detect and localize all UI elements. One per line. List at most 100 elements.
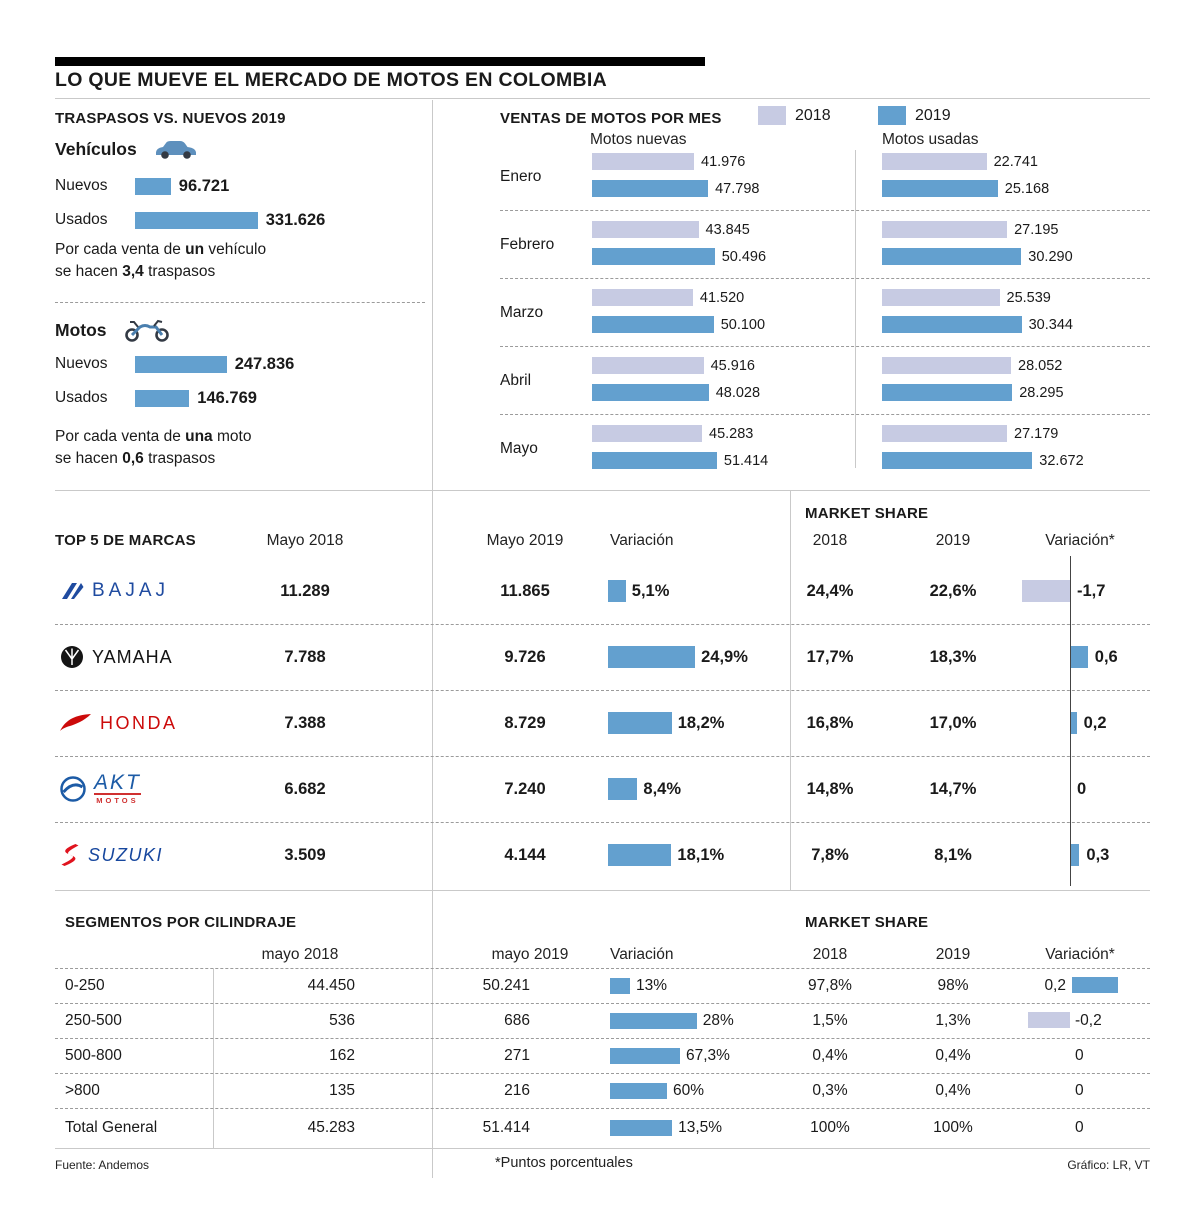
- brand-name: BAJAJ: [92, 580, 170, 601]
- bar-row-nuevas-2019: 51.414: [592, 452, 768, 469]
- variation-value: 18,2%: [677, 713, 725, 732]
- variation-bar: [610, 1120, 673, 1136]
- dashed-divider: [55, 624, 1150, 625]
- share-variation-value: -1,7: [1077, 581, 1106, 600]
- bar-2018: [592, 153, 694, 170]
- brand-name: YAMAHA: [92, 646, 173, 667]
- legend-2018: 2018: [758, 106, 831, 125]
- legend-2019-label: 2019: [915, 106, 951, 124]
- vehiculos-nuevos-row: Nuevos 96.721: [55, 176, 229, 196]
- source-note: Fuente: Andemos: [55, 1158, 150, 1172]
- note-text: se hacen: [55, 450, 123, 467]
- bar-row-usadas-2019: 30.290: [882, 248, 1073, 265]
- share-variation-value: 0: [1077, 779, 1087, 798]
- dashed-divider: [55, 1003, 1150, 1004]
- row-label: Usados: [55, 389, 108, 406]
- bar-2018: [882, 357, 1011, 374]
- bar-value: 51.414: [723, 452, 769, 469]
- page-title: LO QUE MUEVE EL MERCADO DE MOTOS EN COLO…: [55, 69, 608, 91]
- dashed-divider: [500, 210, 1150, 211]
- segment-row-0-250: 0-250 44.450 50.241 13% 97,8% 98% 0,2: [0, 968, 1200, 1003]
- bar-2019: [882, 248, 1022, 265]
- cell-mayo2018: 162: [329, 1046, 355, 1064]
- bar-value: 27.195: [1014, 221, 1059, 238]
- bar-row-nuevas-2019: 50.496: [592, 248, 766, 265]
- brand-logo-honda: HONDA: [60, 690, 220, 756]
- vehiculos-label: Vehículos: [55, 139, 137, 159]
- variation-value: 8,4%: [643, 779, 681, 798]
- cell-mayo2019: 9.726: [504, 647, 546, 666]
- col-header-mayo2019: mayo 2019: [491, 946, 569, 963]
- bar-2019: [882, 384, 1013, 401]
- cell-mayo2018: 6.682: [284, 779, 326, 798]
- variation-value: 67,3%: [686, 1046, 730, 1064]
- share-variation-bar: [1071, 712, 1077, 734]
- bar-2019: [592, 248, 715, 265]
- motos-note-line2: se hacen 0,6 traspasos: [55, 448, 215, 470]
- cell-mayo2018: 3.509: [284, 845, 326, 864]
- percentage-points-note: *Puntos porcentuales: [495, 1155, 633, 1171]
- bar: [135, 389, 190, 407]
- cell-mayo2019: 51.414: [482, 1119, 530, 1136]
- bar-value: 30.290: [1028, 248, 1073, 265]
- col-header-msvar: Variación*: [1045, 946, 1115, 963]
- motos-usados-row: Usados 146.769: [55, 388, 257, 408]
- col-header-msvar: Variación*: [1045, 532, 1115, 549]
- variation-value: 13%: [636, 976, 668, 994]
- bar-2018: [882, 289, 1000, 306]
- bar-2018: [592, 289, 693, 306]
- cell-variacion: 60%: [610, 1073, 704, 1108]
- akt-emblem-icon: [60, 776, 86, 802]
- cell-share2019: 100%: [933, 1119, 973, 1136]
- suzuki-s-icon: [61, 844, 79, 866]
- bar-2018: [882, 221, 1008, 238]
- dashed-divider: [55, 822, 1150, 823]
- car-icon: [155, 140, 196, 159]
- cell-share2018: 100%: [810, 1119, 850, 1136]
- variation-axis: [1070, 556, 1071, 886]
- bar-row-nuevas-2018: 41.520: [592, 289, 744, 306]
- bar: [135, 355, 227, 373]
- dashed-divider: [55, 1038, 1150, 1039]
- cell-share2018: 14,8%: [806, 779, 854, 798]
- col-header-mayo2019: Mayo 2019: [486, 532, 564, 549]
- variation-bar: [610, 1012, 697, 1029]
- bar-value: 50.100: [720, 316, 766, 333]
- legend-2018-swatch: [758, 106, 786, 125]
- cell-variacion: 13,5%: [610, 1108, 722, 1148]
- cell-variacion: 13%: [610, 968, 667, 1003]
- brand-name: HONDA: [100, 712, 178, 733]
- bar-value: 25.539: [1006, 289, 1051, 306]
- bar-2019: [592, 180, 709, 197]
- bar-row-nuevas-2018: 41.976: [592, 153, 745, 170]
- bar-2019: [882, 452, 1033, 469]
- share-variation-value: -0,2: [1075, 1011, 1102, 1029]
- bar-2018: [592, 425, 702, 442]
- top5-heading: TOP 5 DE MARCAS: [55, 532, 196, 549]
- dashed-divider: [55, 1108, 1150, 1109]
- legend-2018-label: 2018: [795, 106, 831, 124]
- segment-label: Total General: [65, 1119, 158, 1136]
- vehiculos-usados-row: Usados 331.626: [55, 210, 325, 230]
- cell-share2019: 1,3%: [935, 1011, 971, 1029]
- brand-logo-bajaj: BAJAJ: [60, 558, 220, 624]
- cell-mayo2018: 7.788: [284, 647, 326, 666]
- divider: [55, 490, 1150, 491]
- segment-row-500-800: 500-800 162 271 67,3% 0,4% 0,4% 0: [0, 1038, 1200, 1073]
- dashed-divider: [500, 414, 1150, 415]
- month-label: Abril: [500, 372, 532, 389]
- bar-2019: [592, 452, 717, 469]
- bar-2018: [592, 357, 704, 374]
- share-variation-value: 0,3: [1086, 845, 1110, 864]
- segment-row-250-500: 250-500 536 686 28% 1,5% 1,3% -0,2: [0, 1003, 1200, 1038]
- bar-row-nuevas-2018: 45.916: [592, 357, 755, 374]
- note-bold: un: [185, 241, 205, 258]
- note-text: traspasos: [143, 450, 216, 467]
- bar-value: 43.845: [705, 221, 750, 238]
- market-share-heading: MARKET SHARE: [805, 505, 929, 522]
- variation-bar: [608, 580, 626, 602]
- row-value: 96.721: [178, 176, 230, 195]
- col-header-mayo2018: Mayo 2018: [266, 532, 344, 549]
- bar-row-nuevas-2019: 48.028: [592, 384, 760, 401]
- top5-row-honda: HONDA 7.388 8.729 18,2% 16,8% 17,0% 0,2: [0, 690, 1200, 756]
